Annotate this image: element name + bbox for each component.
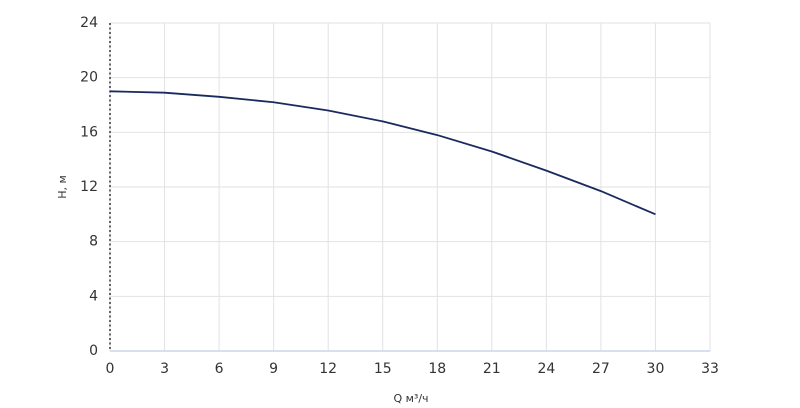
- x-tick-label: 30: [647, 361, 665, 377]
- x-axis-label: Q м³/ч: [393, 392, 428, 405]
- x-tick-label: 15: [374, 361, 392, 377]
- x-tick-label: 9: [269, 361, 278, 377]
- y-tick-label: 4: [89, 288, 98, 304]
- x-tick-label: 0: [106, 361, 115, 377]
- y-tick-label: 24: [80, 15, 98, 31]
- y-tick-label: 16: [80, 124, 98, 140]
- x-tick-label: 27: [592, 361, 610, 377]
- x-tick-label: 18: [428, 361, 446, 377]
- x-tick-label: 12: [319, 361, 337, 377]
- x-tick-label: 21: [483, 361, 501, 377]
- x-tick-label: 6: [215, 361, 224, 377]
- line: [109, 90, 656, 216]
- x-tick-label: 24: [537, 361, 555, 377]
- y-tick-label: 20: [80, 70, 98, 86]
- y-tick-label: 0: [89, 343, 98, 359]
- x-tick-label: 3: [160, 361, 169, 377]
- y-tick-label: 12: [80, 179, 98, 195]
- y-axis-label: H, м: [56, 175, 69, 199]
- y-tick-label: 8: [89, 234, 98, 250]
- x-tick-label: 33: [701, 361, 719, 377]
